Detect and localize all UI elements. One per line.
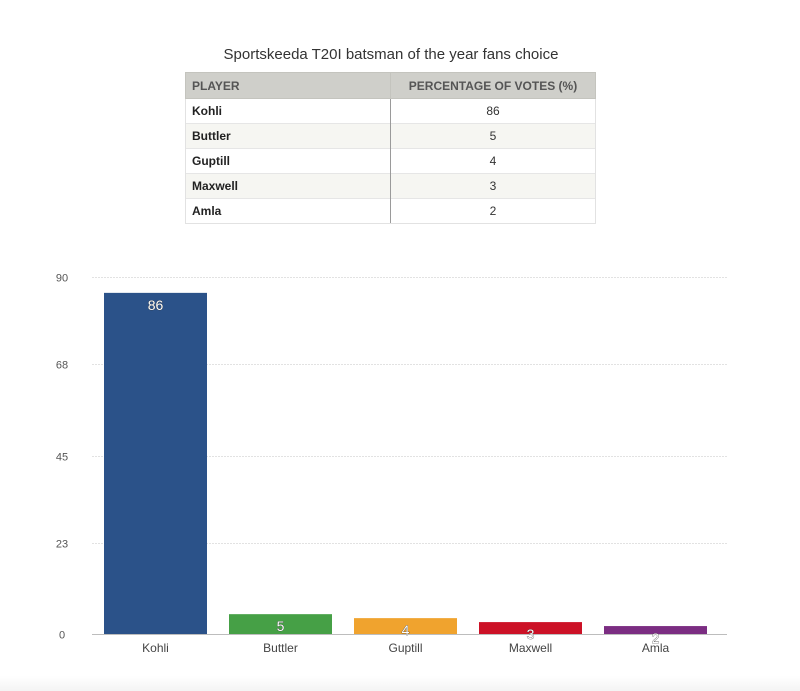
bar-value-label: 3 xyxy=(527,626,535,642)
bar-value-label: 2 xyxy=(652,630,660,646)
x-tick-label: Amla xyxy=(642,641,670,655)
cell-votes: 3 xyxy=(390,173,596,199)
cell-player: Kohli xyxy=(185,98,391,124)
bars xyxy=(104,292,707,634)
x-tick-label: Buttler xyxy=(263,641,298,655)
cell-player: Buttler xyxy=(185,123,391,149)
cell-player: Guptill xyxy=(185,148,391,174)
table-row: Buttler 5 xyxy=(185,123,596,149)
table-row: Amla 2 xyxy=(185,198,596,224)
cell-player: Amla xyxy=(185,198,391,224)
bar-maxwell xyxy=(479,622,582,634)
bar-kohli xyxy=(104,292,207,634)
y-tick-label: 45 xyxy=(56,452,68,464)
cell-votes: 2 xyxy=(390,198,596,224)
bar-value-label: 86 xyxy=(148,297,164,313)
cell-player: Maxwell xyxy=(185,173,391,199)
x-tick-label: Maxwell xyxy=(509,641,552,655)
header-votes: PERCENTAGE OF VOTES (%) xyxy=(390,72,596,99)
x-tick-label: Guptill xyxy=(388,641,422,655)
y-tick-label: 0 xyxy=(59,630,65,642)
bar-amla xyxy=(604,626,707,634)
data-table: PLAYER PERCENTAGE OF VOTES (%) Kohli 86 … xyxy=(185,72,596,224)
table-header-row: PLAYER PERCENTAGE OF VOTES (%) xyxy=(185,72,596,99)
page-bottom-shade xyxy=(0,676,800,691)
bar-buttler xyxy=(229,614,332,634)
table-row: Maxwell 3 xyxy=(185,173,596,199)
table-row: Kohli 86 xyxy=(185,98,596,124)
y-tick-label: 68 xyxy=(56,360,68,372)
bar-guptill xyxy=(354,618,457,634)
y-tick-label: 90 xyxy=(56,273,68,285)
y-tick-label: 23 xyxy=(56,539,68,551)
chart-title: Sportskeeda T20I batsman of the year fan… xyxy=(223,46,559,63)
cell-votes: 4 xyxy=(390,148,596,174)
cell-votes: 86 xyxy=(390,98,596,124)
bar-value-label: 4 xyxy=(402,622,410,638)
bar-value-label: 5 xyxy=(277,618,285,634)
labels: 0 23 45 68 90 86 Kohli 5 Buttler 4 Guptill 3Maxwell… xyxy=(56,273,670,656)
cell-votes: 5 xyxy=(390,123,596,149)
x-tick-label: Kohli xyxy=(142,641,169,655)
table-row: Guptill 4 xyxy=(185,148,596,174)
